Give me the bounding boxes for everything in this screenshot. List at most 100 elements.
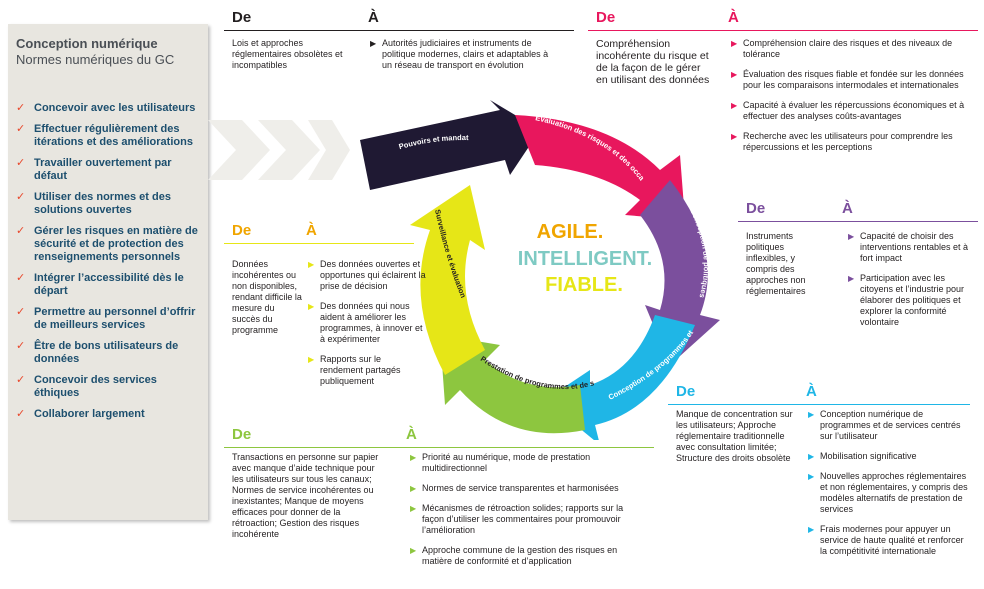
- monitoring-a-heading: À: [306, 222, 317, 239]
- check-icon: ✓: [16, 157, 26, 169]
- design-de-heading: De: [676, 383, 696, 400]
- standard-item-label: Concevoir des services éthiques: [34, 374, 157, 399]
- check-icon: ✓: [16, 408, 26, 420]
- standard-item: ✓ Intégrer l’accessibilité dès le départ: [14, 272, 204, 298]
- standard-item: ✓ Collaborer largement: [14, 408, 204, 421]
- delivery-a-item-text: Normes de service transparentes et harmo…: [422, 483, 619, 493]
- risk-de-text: Compréhension incohérente du risque et d…: [596, 38, 710, 86]
- standard-item-label: Gérer les risques en matière de sécurité…: [34, 225, 198, 263]
- standard-item-label: Effectuer régulièrement des itérations e…: [34, 123, 193, 148]
- standard-item-label: Être de bons utilisateurs de données: [34, 340, 179, 365]
- policy-de-text: Instruments politiques inflexibles, y co…: [746, 231, 806, 296]
- arrow-mandate: [360, 100, 540, 190]
- risk-a-item-text: Recherche avec les utilisateurs pour com…: [743, 131, 953, 152]
- arrow-risk: [515, 115, 685, 220]
- risk-de-heading: De: [596, 9, 616, 26]
- standards-sidebar: Conception numérique Normes numériques d…: [8, 24, 208, 520]
- monitoring-a-list: ▶ Des données ouvertes et opportunes qui …: [308, 259, 426, 396]
- risk-a-list: ▶ Compréhension claire des risques et des…: [731, 38, 966, 162]
- design-a-item: ▶ Nouvelles approches réglementaires et n…: [808, 471, 970, 515]
- arrow-delivery: [440, 335, 585, 434]
- risk-rule: [588, 30, 978, 31]
- chevron-1: [208, 120, 270, 180]
- policy-a-heading: À: [842, 200, 853, 217]
- chevron-arrows: [208, 120, 350, 180]
- policy-rule: [738, 221, 978, 222]
- monitoring-a-item-text: Des données ouvertes et opportunes qui é…: [320, 259, 426, 291]
- sidebar-title: Conception numérique: [16, 36, 158, 51]
- standard-item: ✓ Travailler ouvertement par défaut: [14, 157, 204, 183]
- risk-a-heading: À: [728, 9, 739, 26]
- standard-item: ✓ Gérer les risques en matière de sécurit…: [14, 225, 204, 264]
- mandate-a-heading: À: [368, 9, 379, 26]
- design-de-text: Manque de concentration sur les utilisat…: [676, 409, 793, 463]
- triangle-bullet-icon: ▶: [808, 452, 815, 461]
- check-icon: ✓: [16, 306, 26, 318]
- standard-item: ✓ Effectuer régulièrement des itérations …: [14, 123, 204, 149]
- delivery-rule: [224, 447, 654, 448]
- design-a-item-text: Conception numérique de programmes et de…: [820, 409, 961, 441]
- design-a-item-text: Frais modernes pour appuyer un service d…: [820, 524, 964, 556]
- risk-a-item: ▶ Capacité à évaluer les répercussions éc…: [731, 100, 966, 122]
- delivery-a-item-text: Approche commune de la gestion des risqu…: [422, 545, 618, 566]
- mandate-a-item-text: Autorités judiciaires et instruments de …: [382, 38, 549, 70]
- mandate-a-list: ▶ Autorités judiciaires et instruments de…: [370, 38, 550, 80]
- mandate-a-item: ▶ Autorités judiciaires et instruments de…: [370, 38, 550, 71]
- monitoring-a-item-text: Rapports sur le rendement partagés publi…: [320, 354, 401, 386]
- mandate-de-text: Lois et approches réglementaires obsolèt…: [232, 38, 343, 70]
- triangle-bullet-icon: ▶: [731, 101, 738, 110]
- delivery-de-text: Transactions en personne sur papier avec…: [232, 452, 379, 539]
- delivery-a-item: ▶ Priorité au numérique, mode de prestati…: [410, 452, 645, 474]
- monitoring-rule: [224, 243, 414, 244]
- standard-item: ✓ Concevoir des services éthiques: [14, 374, 204, 400]
- triangle-bullet-icon: ▶: [848, 274, 855, 283]
- sidebar-subtitle: Normes numériques du GC: [16, 52, 175, 67]
- monitoring-a-item: ▶ Des données ouvertes et opportunes qui …: [308, 259, 426, 292]
- standards-list: ✓ Concevoir avec les utilisateurs ✓ Effectu…: [14, 102, 204, 429]
- check-icon: ✓: [16, 225, 26, 237]
- risk-a-item: ▶ Recherche avec les utilisateurs pour co…: [731, 131, 966, 153]
- design-a-item: ▶ Conception numérique de programmes et d…: [808, 409, 970, 442]
- triangle-bullet-icon: ▶: [410, 504, 417, 513]
- chevron-2: [258, 120, 320, 180]
- triangle-bullet-icon: ▶: [731, 70, 738, 79]
- triangle-bullet-icon: ▶: [308, 260, 315, 269]
- risk-a-item-text: Capacité à évaluer les répercussions éco…: [743, 100, 965, 121]
- policy-a-item: ▶ Participation avec les citoyens et l’in…: [848, 273, 973, 328]
- standard-item: ✓ Permettre au personnel d’offrir de meil…: [14, 306, 204, 332]
- standard-item: ✓ Être de bons utilisateurs de données: [14, 340, 204, 366]
- design-a-list: ▶ Conception numérique de programmes et d…: [808, 409, 970, 566]
- mandate-de-heading: De: [232, 9, 252, 26]
- check-icon: ✓: [16, 191, 26, 203]
- triangle-bullet-icon: ▶: [370, 39, 377, 48]
- triangle-bullet-icon: ▶: [731, 132, 738, 141]
- triangle-bullet-icon: ▶: [848, 232, 855, 241]
- design-a-item-text: Nouvelles approches réglementaires et no…: [820, 471, 968, 514]
- monitoring-de-heading: De: [232, 222, 252, 239]
- design-a-item-text: Mobilisation significative: [820, 451, 917, 461]
- standard-item-label: Intégrer l’accessibilité dès le départ: [34, 272, 184, 297]
- triangle-bullet-icon: ▶: [808, 525, 815, 534]
- standard-item-label: Collaborer largement: [34, 408, 145, 420]
- policy-a-list: ▶ Capacité de choisir des interventions r…: [848, 231, 973, 337]
- check-icon: ✓: [16, 272, 26, 284]
- design-a-heading: À: [806, 383, 817, 400]
- monitoring-a-item: ▶ Des données qui nous aident à améliorer…: [308, 301, 426, 345]
- policy-a-item-text: Participation avec les citoyens et l’ind…: [860, 273, 965, 327]
- standard-item: ✓ Concevoir avec les utilisateurs: [14, 102, 204, 115]
- policy-a-item-text: Capacité de choisir des interventions re…: [860, 231, 969, 263]
- triangle-bullet-icon: ▶: [308, 302, 315, 311]
- center-word-fiable: FIABLE.: [545, 274, 623, 296]
- arrow-monitoring: [410, 185, 485, 375]
- monitoring-a-item: ▶ Rapports sur le rendement partagés publ…: [308, 354, 426, 387]
- triangle-bullet-icon: ▶: [808, 410, 815, 419]
- risk-a-item: ▶ Évaluation des risques fiable et fondée…: [731, 69, 966, 91]
- delivery-a-item: ▶ Approche commune de la gestion des risq…: [410, 545, 645, 567]
- triangle-bullet-icon: ▶: [808, 472, 815, 481]
- design-a-item: ▶ Frais modernes pour appuyer un service …: [808, 524, 970, 557]
- monitoring-de-text: Données incohérentes ou non disponibles,…: [232, 259, 302, 335]
- policy-de-heading: De: [746, 200, 766, 217]
- delivery-a-item: ▶ Normes de service transparentes et harm…: [410, 483, 645, 494]
- delivery-a-list: ▶ Priorité au numérique, mode de prestati…: [410, 452, 645, 576]
- risk-a-item-text: Évaluation des risques fiable et fondée …: [743, 69, 964, 90]
